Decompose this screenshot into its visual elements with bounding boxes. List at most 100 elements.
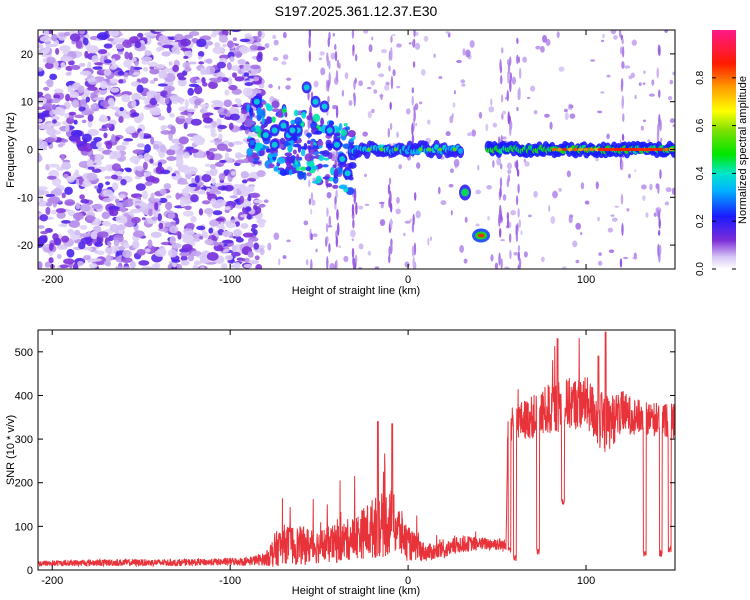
y-tick-label: 200 [15, 478, 33, 490]
heatmap-cell [61, 235, 70, 243]
heatmap-cell [91, 55, 99, 63]
heatmap-cell [569, 113, 576, 119]
heatmap-cell [251, 80, 262, 85]
heatmap-cell [281, 108, 287, 113]
heatmap-cell [564, 112, 569, 121]
heatmap-cell [262, 132, 269, 139]
x-tick-label: 0 [405, 575, 411, 587]
heatmap-cell [575, 259, 580, 264]
heatmap-cell [352, 44, 355, 52]
heatmap-cell [135, 183, 146, 191]
heatmap-cell [207, 81, 218, 90]
heatmap-cell [517, 88, 520, 101]
heatmap-cell [303, 220, 309, 226]
heatmap-cell [330, 52, 336, 60]
heatmap-cell [452, 102, 456, 108]
heatmap-cell [258, 203, 266, 208]
heatmap-cell [353, 93, 356, 107]
heatmap-cell [169, 95, 181, 102]
heatmap-cell [148, 91, 158, 96]
heatmap-cell [105, 181, 111, 186]
heatmap-cell [147, 239, 153, 249]
heatmap-cell [296, 153, 300, 162]
heatmap-cell [53, 94, 61, 99]
heatmap-cell [465, 49, 471, 58]
heatmap-cell [523, 251, 528, 258]
heatmap-cell [513, 251, 518, 256]
heatmap-cell [131, 92, 142, 102]
heatmap-cell [183, 200, 190, 205]
heatmap-cell [149, 158, 154, 164]
heatmap-cell [634, 94, 637, 100]
heatmap-cell [333, 168, 339, 178]
heatmap-cell [344, 72, 349, 80]
heatmap-cell [47, 163, 60, 168]
heatmap-cell [68, 220, 80, 228]
heatmap-cell [187, 87, 194, 96]
heatmap-cell [469, 40, 475, 48]
heatmap-cell [111, 134, 116, 143]
heatmap-cell [75, 202, 81, 210]
heatmap-cell [352, 218, 355, 229]
heatmap-cell [187, 253, 195, 262]
heatmap-cell [165, 201, 173, 211]
heatmap-cell [325, 143, 334, 149]
heatmap-cell [150, 231, 162, 238]
heatmap-cell [654, 148, 661, 151]
heatmap-cell [119, 106, 124, 112]
heatmap-cell [308, 35, 311, 49]
heatmap-cell [206, 151, 215, 161]
heatmap-cell [312, 233, 318, 238]
heatmap-cell [499, 59, 502, 72]
heatmap-cell [242, 179, 248, 184]
heatmap-cell [461, 188, 470, 197]
heatmap-cell [221, 186, 227, 191]
heatmap-cell [364, 203, 370, 206]
heatmap-cell [317, 140, 324, 147]
heatmap-cell [168, 132, 173, 141]
heatmap-cell [101, 211, 111, 220]
heatmap-cell [318, 57, 323, 61]
heatmap-cell [228, 84, 238, 91]
heatmap-cell [391, 34, 396, 37]
heatmap-cell [80, 199, 90, 204]
heatmap-cell [647, 139, 650, 143]
heatmap-cell [115, 198, 120, 204]
heatmap-cell [653, 212, 657, 217]
heatmap-cell [206, 58, 213, 64]
heatmap-cell [59, 45, 71, 52]
heatmap-cell [249, 185, 255, 193]
heatmap-cell [341, 89, 345, 97]
snr-frame [37, 329, 676, 571]
heatmap-cell [86, 77, 96, 83]
heatmap-cell [175, 192, 181, 200]
heatmap-cell [91, 204, 103, 210]
heatmap-cell [78, 105, 86, 112]
heatmap-cell [310, 259, 313, 269]
heatmap-cell [199, 235, 204, 240]
heatmap-cell [249, 44, 259, 51]
heatmap-cell [104, 175, 112, 180]
heatmap-cell [65, 72, 72, 76]
heatmap-cell [161, 44, 174, 49]
heatmap-cell [38, 261, 43, 269]
heatmap-cell [61, 192, 66, 199]
heatmap-cell [44, 137, 56, 143]
heatmap-cell [49, 196, 61, 203]
heatmap-cell [354, 254, 358, 264]
heatmap-cell [343, 123, 348, 127]
heatmap-cell [166, 156, 177, 161]
heatmap-cell [229, 195, 238, 199]
heatmap-cell [278, 85, 281, 90]
heatmap-cell [67, 85, 74, 93]
heatmap-cell [308, 179, 311, 188]
heatmap-cell [619, 258, 623, 268]
heatmap-cell [263, 199, 269, 203]
heatmap-cell [127, 198, 133, 202]
heatmap-cell [511, 76, 517, 85]
heatmap-cell [165, 195, 172, 199]
heatmap-cell [100, 80, 108, 90]
heatmap-cell [669, 118, 675, 124]
heatmap-cell [632, 256, 638, 260]
heatmap-cell [143, 67, 149, 72]
